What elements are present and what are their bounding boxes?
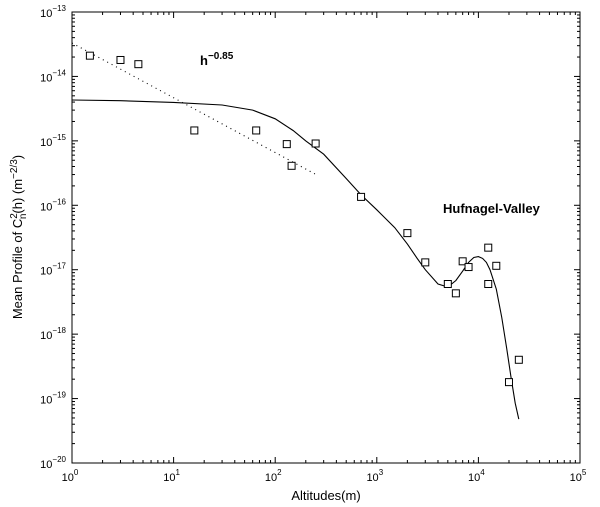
x-tick-label: 101	[163, 468, 180, 484]
measurement-point	[403, 229, 412, 238]
y-tick-label: 10−19	[40, 391, 66, 407]
measurement-point	[451, 289, 460, 298]
x-axis-label: Altitudes(m)	[291, 488, 360, 503]
measurement-point	[443, 280, 452, 289]
measurement-point	[357, 192, 366, 201]
measurement-point	[492, 261, 501, 270]
y-tick-label: 10−15	[40, 133, 66, 149]
measurement-point	[190, 126, 199, 135]
measurement-point	[311, 139, 320, 148]
y-tick-label: 10−16	[40, 197, 66, 213]
measurement-point	[504, 378, 513, 387]
x-tick-label: 105	[570, 468, 587, 484]
x-tick-label: 100	[62, 468, 79, 484]
x-tick-label: 103	[366, 468, 383, 484]
x-tick-labels: 100 101 102 103 104 105	[62, 468, 587, 484]
y-tick-label: 10−20	[40, 455, 66, 471]
axis-ticks	[71, 11, 581, 464]
plot-frame	[71, 11, 581, 464]
measurement-point	[484, 243, 493, 252]
y-tick-label: 10−17	[40, 262, 66, 278]
y-tick-label: 10−13	[40, 4, 66, 20]
measurement-point	[458, 257, 467, 266]
y-tick-labels: 10−20 10−19 10−18 10−17 10−16 10−15 10−14 10−13	[40, 4, 66, 471]
power-law-annotation: h−0.85	[200, 51, 234, 68]
power-law-fit-line	[71, 42, 316, 175]
measurement-point	[134, 60, 143, 69]
measurement-point	[421, 258, 430, 267]
measurement-point	[484, 280, 493, 289]
measurement-point	[287, 161, 296, 170]
measurement-point	[116, 55, 125, 64]
y-tick-label: 10−18	[40, 326, 66, 342]
measurement-point	[464, 263, 473, 272]
y-label-sup2: −2/3	[9, 159, 20, 179]
measurement-point	[85, 51, 94, 60]
power-law-exponent: −0.85	[208, 51, 234, 62]
y-label-prefix: Mean Profile of C	[10, 219, 25, 319]
power-law-base: h	[200, 53, 208, 68]
y-label-sup1: 2	[9, 213, 20, 219]
hufnagel-valley-label: Hufnagel-Valley	[443, 201, 541, 216]
x-tick-label: 102	[265, 468, 282, 484]
x-tick-label: 104	[468, 468, 485, 484]
measurement-markers	[85, 51, 523, 387]
measurement-point	[252, 126, 261, 135]
y-tick-label: 10−14	[40, 68, 66, 84]
y-axis-label: Mean Profile of C2n(h) (m−2/3)	[9, 155, 29, 319]
measurement-point	[282, 140, 291, 149]
hufnagel-valley-curve	[71, 99, 520, 420]
y-label-mid: (h) (m	[10, 179, 25, 214]
y-label-sub: n	[18, 214, 29, 220]
y-label-suffix: )	[10, 155, 25, 159]
measurement-point	[514, 355, 523, 364]
